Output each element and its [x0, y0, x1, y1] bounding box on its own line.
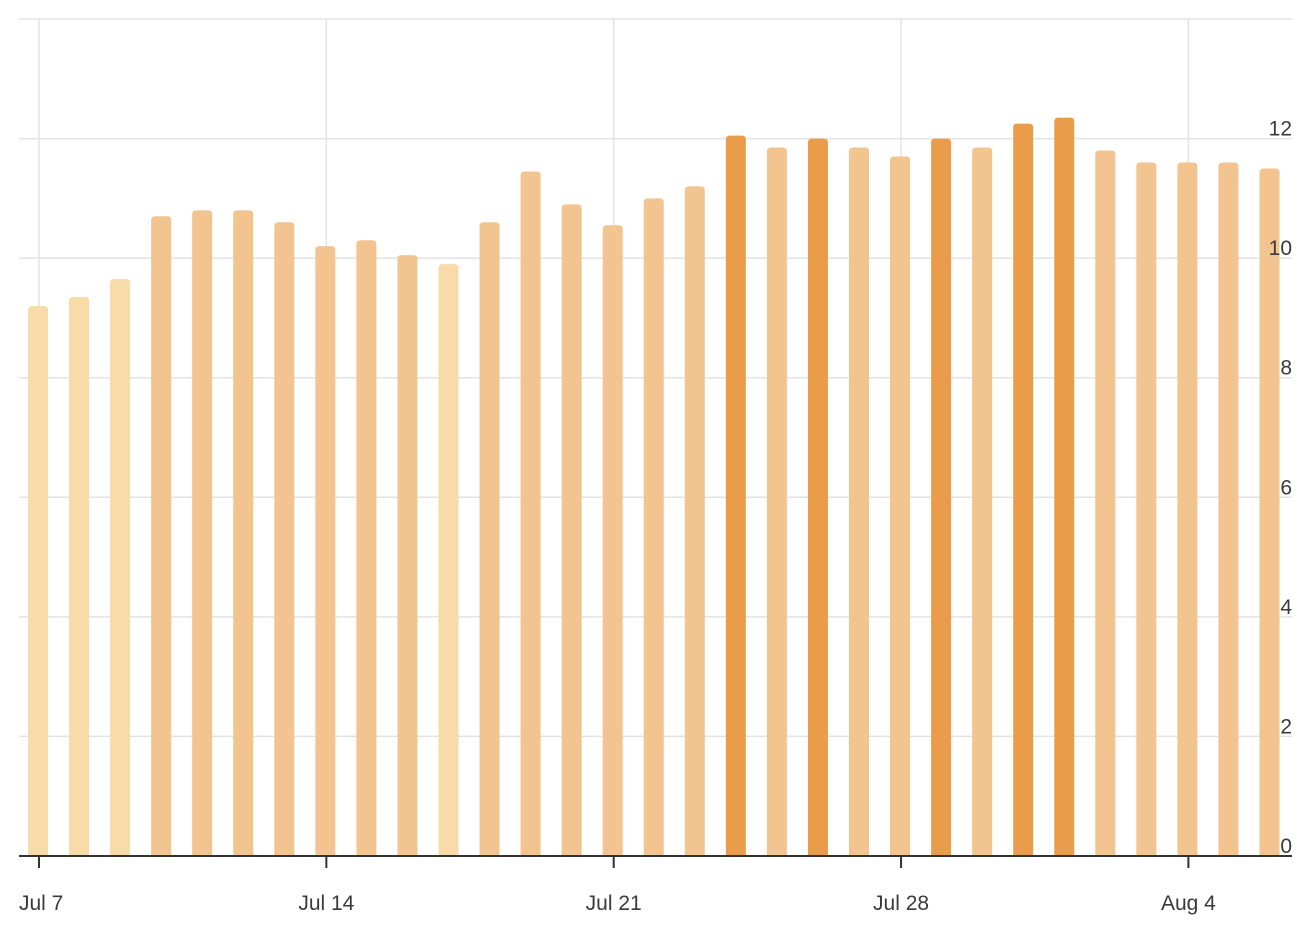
bar-2024-07-11[interactable]: [192, 210, 213, 857]
bar-2024-08-04[interactable]: [1177, 162, 1198, 856]
x-tick-label: Jul 7: [19, 892, 63, 915]
bar-2024-07-12[interactable]: [233, 210, 254, 857]
y-tick-label: 4: [1280, 596, 1292, 619]
x-tick-label: Jul 28: [873, 892, 929, 915]
x-axis: Jul 7 Jul 14 Jul 21 Jul 28 Aug 4: [19, 855, 1292, 915]
bar-2024-07-24[interactable]: [725, 135, 746, 856]
bar-2024-07-07[interactable]: [28, 305, 48, 856]
bar-2024-07-13[interactable]: [274, 222, 295, 856]
bar-2024-07-31[interactable]: [1013, 123, 1034, 856]
bar-2024-08-02[interactable]: [1095, 150, 1116, 856]
y-tick-label: 6: [1280, 476, 1292, 499]
y-tick-label: 8: [1280, 357, 1292, 380]
bar-2024-08-01[interactable]: [1054, 117, 1075, 857]
x-tick-label: Jul 14: [298, 892, 354, 915]
bar-2024-07-16[interactable]: [397, 255, 418, 856]
bar-2024-07-17[interactable]: [438, 264, 459, 856]
y-tick-label: 12: [1269, 118, 1292, 141]
y-tick-label: 10: [1269, 237, 1292, 260]
bar-2024-07-29[interactable]: [931, 138, 952, 857]
bar-2024-07-22[interactable]: [643, 198, 664, 856]
y-tick-label: 2: [1280, 715, 1292, 738]
bar-2024-07-27[interactable]: [849, 147, 869, 856]
bar-2024-07-09[interactable]: [110, 279, 131, 856]
x-tick-label: Aug 4: [1161, 892, 1216, 915]
y-axis: 0 2 4 6 8 10 12: [1269, 118, 1293, 858]
bar-2024-08-05[interactable]: [1218, 162, 1239, 856]
x-tick-label: Jul 21: [586, 892, 642, 915]
bar-2024-07-30[interactable]: [972, 147, 993, 856]
bar-2024-07-20[interactable]: [561, 204, 582, 857]
y-tick-label: 0: [1280, 835, 1292, 858]
bar-2024-07-26[interactable]: [807, 138, 828, 857]
bar-2024-07-21[interactable]: [602, 225, 623, 856]
bar-2024-07-25[interactable]: [766, 147, 787, 856]
bar-2024-07-08[interactable]: [69, 297, 90, 857]
bar-2024-08-06[interactable]: [1259, 168, 1280, 856]
bar-2024-08-03[interactable]: [1136, 162, 1157, 856]
bar-2024-07-10[interactable]: [151, 216, 172, 857]
bar-2024-07-28[interactable]: [890, 156, 911, 856]
bar-2024-07-15[interactable]: [356, 240, 377, 856]
bar-2024-07-18[interactable]: [479, 222, 500, 856]
bar-2024-07-23[interactable]: [684, 186, 705, 856]
bar-2024-07-19[interactable]: [520, 171, 541, 857]
bar-series: [28, 117, 1280, 857]
bar-2024-07-14[interactable]: [315, 246, 336, 856]
